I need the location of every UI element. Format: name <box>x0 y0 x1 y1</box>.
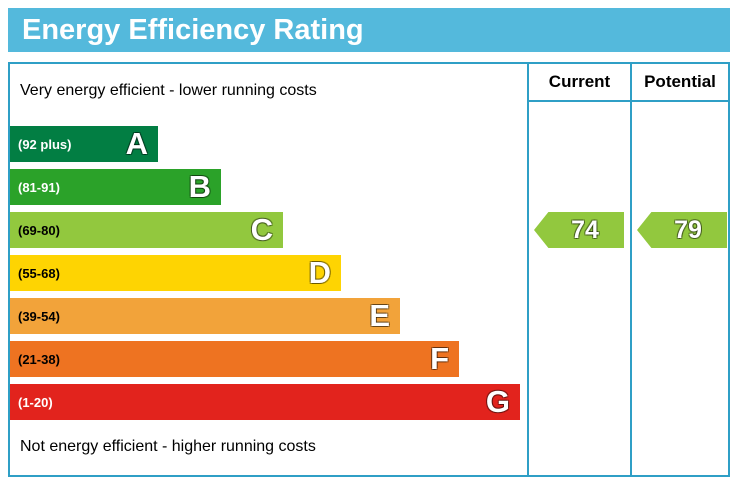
band-g-letter: G <box>485 384 510 419</box>
band-a-letter: A <box>125 126 148 161</box>
chart-title-bar: Energy Efficiency Rating <box>8 8 730 52</box>
band-d: (55-68) D <box>10 255 341 291</box>
current-column-header: Current <box>548 72 611 91</box>
band-d-range: (55-68) <box>18 265 60 281</box>
potential-rating-value: 79 <box>674 215 702 244</box>
potential-rating-arrow: 79 <box>637 212 727 248</box>
band-a: (92 plus) A <box>10 126 158 162</box>
band-a-range: (92 plus) <box>18 136 72 152</box>
energy-efficiency-chart: Current Potential Very energy efficient … <box>8 62 730 477</box>
band-g-range: (1-20) <box>18 394 53 410</box>
band-c-letter: C <box>250 212 273 247</box>
band-e-range: (39-54) <box>18 308 60 324</box>
band-b-range: (81-91) <box>18 179 60 195</box>
band-f-letter: F <box>430 341 449 376</box>
current-rating-arrow: 74 <box>534 212 624 248</box>
band-d-letter: D <box>308 255 331 290</box>
band-e: (39-54) E <box>10 298 400 334</box>
band-g: (1-20) G <box>10 384 520 420</box>
current-rating-value: 74 <box>571 215 599 244</box>
band-f: (21-38) F <box>10 341 459 377</box>
page-title: Energy Efficiency Rating <box>22 14 364 46</box>
band-c: (69-80) C <box>10 212 283 248</box>
header-underline <box>527 100 728 102</box>
bottom-note: Not energy efficient - higher running co… <box>20 438 316 455</box>
column-divider-potential <box>630 64 632 475</box>
column-divider-current <box>527 64 529 475</box>
band-e-letter: E <box>369 298 390 333</box>
band-b-letter: B <box>188 169 211 204</box>
band-b: (81-91) B <box>10 169 221 205</box>
top-note: Very energy efficient - lower running co… <box>20 82 317 99</box>
potential-column-header: Potential <box>644 72 716 91</box>
band-f-range: (21-38) <box>18 351 60 367</box>
band-c-range: (69-80) <box>18 222 60 238</box>
